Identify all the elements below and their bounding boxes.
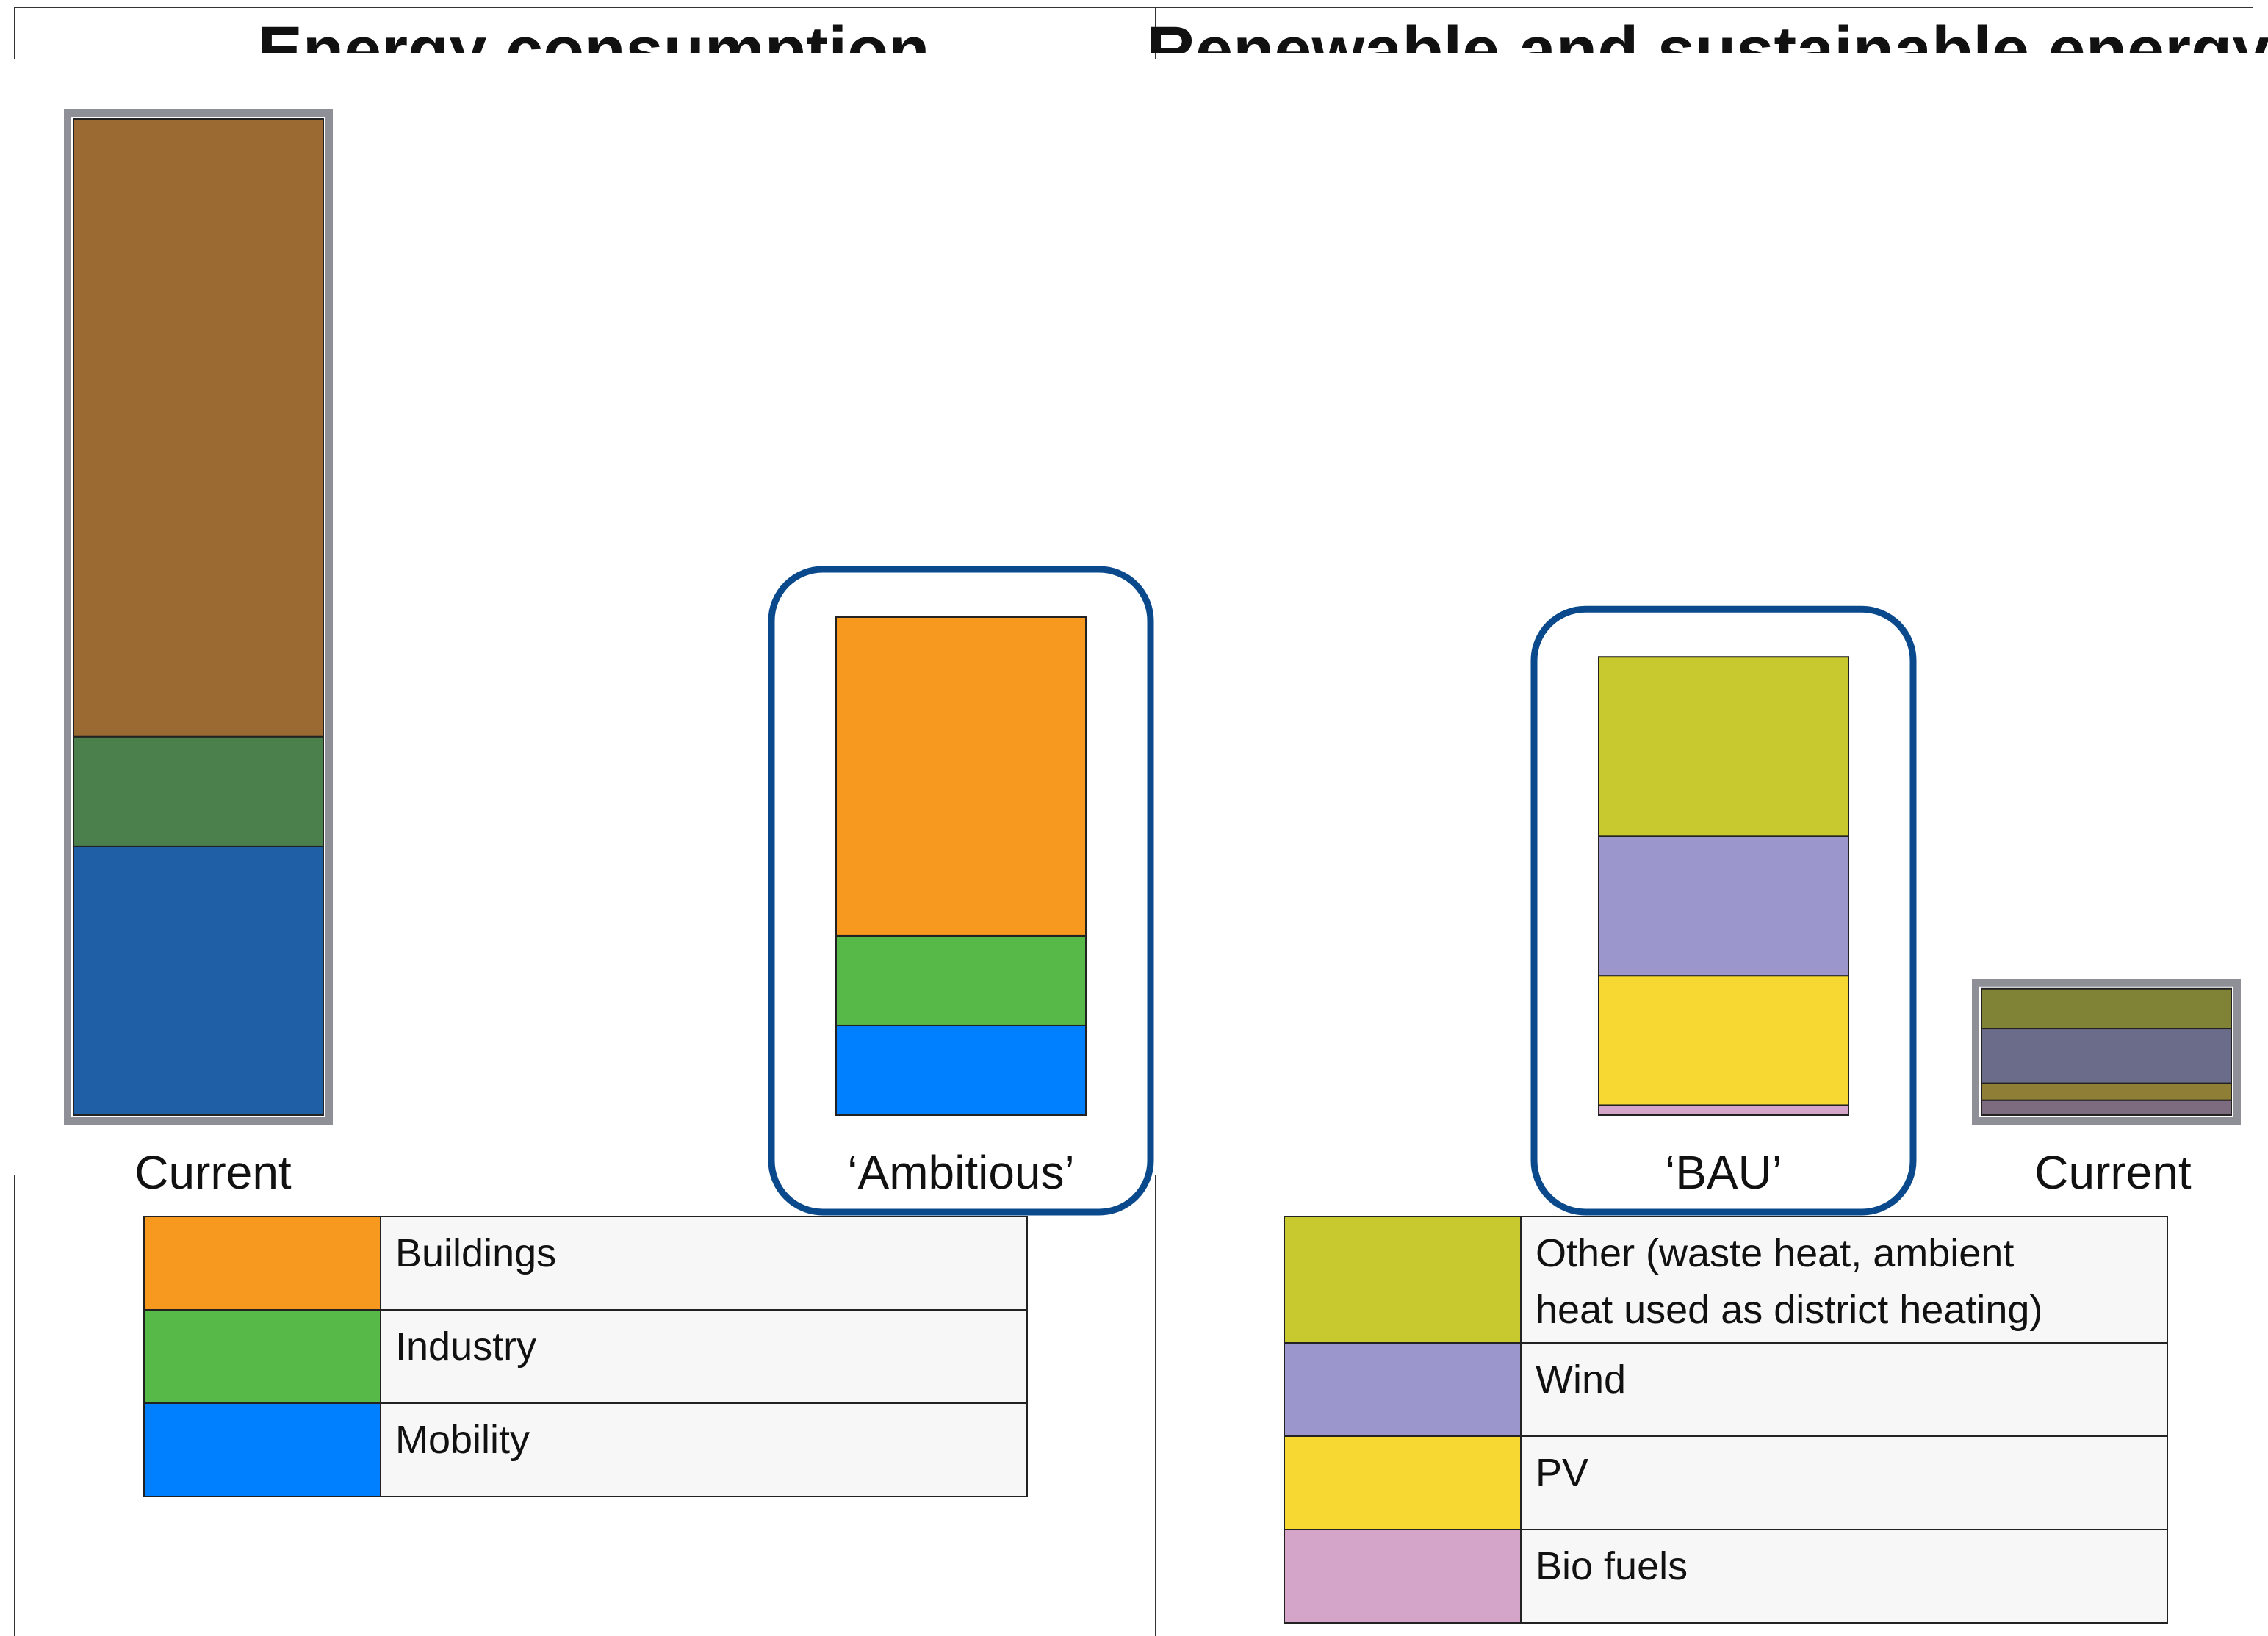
legend-label-other: Other (waste heat, ambient heat used as d…	[1536, 1231, 2042, 1332]
bar-segment-bio-current	[1981, 1099, 2232, 1117]
highlight-frame-bau	[1530, 605, 1917, 1216]
bar-frames	[64, 109, 2241, 1216]
bar-segment-pv-current	[1981, 1082, 2232, 1101]
right-panel-title: Renewable and sustainable energy	[1147, 13, 2268, 88]
left-panel-title: Energy consumption	[258, 13, 930, 88]
bar-segment-buildings-ambitious	[835, 616, 1087, 937]
bar-segment-other-bau	[1598, 656, 1849, 837]
bar-segment-wind-bau	[1598, 835, 1849, 977]
bar-segment-buildings-current	[73, 118, 324, 738]
bar-segment-industry-ambitious	[835, 934, 1087, 1026]
bar-segment-wind-current	[1981, 1028, 2232, 1084]
legend-label-mobility: Mobility	[395, 1418, 530, 1462]
bar-segment-industry-current	[73, 735, 324, 847]
bar-segment-mobility-current	[73, 845, 324, 1116]
legend-swatch-industry	[143, 1309, 381, 1404]
category-labels: Current ‘Ambitious’ ‘BAU’ Current	[134, 1146, 2192, 1199]
legend-swatch-pv	[1284, 1435, 1522, 1530]
stacked-bars	[73, 118, 2232, 1117]
legend-label-pv: PV	[1536, 1451, 1588, 1495]
highlight-frame-ambitious	[768, 566, 1154, 1216]
category-label-ambitious: ‘Ambitious’	[847, 1146, 1074, 1199]
bar-segment-pv-bau	[1598, 975, 1849, 1106]
bar-segment-bio-bau	[1598, 1104, 1849, 1116]
panel-frames	[14, 7, 2253, 1636]
legend-swatch-wind	[1284, 1342, 1522, 1437]
bar-segment-other-current	[1981, 987, 2232, 1030]
legend-label-industry: Industry	[395, 1325, 536, 1369]
category-label-current: Current	[2034, 1146, 2192, 1199]
bar-segment-mobility-ambitious	[835, 1024, 1087, 1116]
current-frame-energy-consumption	[64, 109, 333, 1125]
legend-swatch-mobility	[143, 1402, 381, 1497]
legend-label-buildings: Buildings	[395, 1231, 556, 1275]
current-frame-renewable-and-sustainable-energy	[1972, 979, 2241, 1125]
category-label-current: Current	[134, 1146, 292, 1199]
legend-swatch-buildings	[143, 1216, 381, 1311]
category-label-bau: ‘BAU’	[1665, 1146, 1782, 1199]
legend-swatch-bio	[1284, 1529, 1522, 1624]
legends: Buildings Industry Mobility Other (waste he…	[143, 1216, 2168, 1624]
legend-label-wind: Wind	[1536, 1358, 1626, 1402]
legend-label-bio: Bio fuels	[1536, 1544, 1688, 1588]
legend-swatch-other	[1284, 1216, 1522, 1344]
